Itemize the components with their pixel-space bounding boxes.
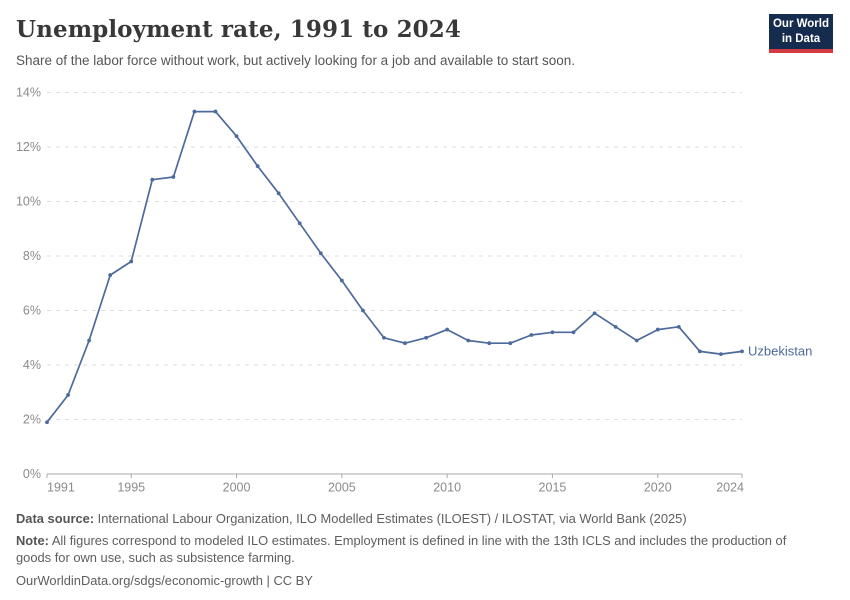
data-point[interactable] <box>361 308 365 313</box>
data-point[interactable] <box>508 341 513 346</box>
data-point[interactable] <box>529 333 534 337</box>
data-point[interactable] <box>487 341 492 346</box>
data-point[interactable] <box>676 324 681 329</box>
y-tick-label: 8% <box>23 249 41 263</box>
data-point[interactable] <box>634 338 639 343</box>
data-point[interactable] <box>276 191 281 196</box>
chart-footer: Data source: International Labour Organi… <box>16 511 822 590</box>
data-point[interactable] <box>192 109 197 114</box>
data-source-label: Data source: <box>16 511 95 526</box>
data-point[interactable] <box>466 338 471 343</box>
data-point[interactable] <box>613 324 618 329</box>
line-chart[interactable]: 0% 2% 4% 6% 8% 10% 12% 14% 1991 1995 2000 2005 2010 2… <box>0 80 850 505</box>
x-tick-label: 2010 <box>433 481 461 495</box>
x-tick-label: 1991 <box>47 481 75 495</box>
data-point[interactable] <box>382 335 386 340</box>
series-label-uzbekistan[interactable]: Uzbekistan <box>748 344 812 359</box>
data-point[interactable] <box>45 420 49 425</box>
data-point[interactable] <box>550 330 555 335</box>
data-point[interactable] <box>655 327 660 332</box>
data-point[interactable] <box>66 393 70 397</box>
y-tick-label: 0% <box>23 467 41 481</box>
y-tick-label: 2% <box>23 413 41 427</box>
owid-logo-line2: in Data <box>781 32 821 45</box>
data-point[interactable] <box>424 335 428 340</box>
data-point[interactable] <box>445 327 450 332</box>
data-point[interactable] <box>740 349 744 354</box>
data-point[interactable] <box>318 251 323 256</box>
data-source-line: Data source: International Labour Organi… <box>16 511 822 528</box>
data-point[interactable] <box>129 259 134 264</box>
x-tick-label: 2005 <box>328 481 356 495</box>
data-point[interactable] <box>150 177 155 182</box>
y-tick-label: 4% <box>23 358 41 372</box>
series-line-uzbekistan[interactable] <box>46 110 743 424</box>
data-point[interactable] <box>108 273 113 277</box>
chart-canvas[interactable]: 0% 2% 4% 6% 8% 10% 12% 14% 1991 1995 2000 2005 2010 2… <box>0 80 850 505</box>
x-tick-label: 2020 <box>644 481 672 495</box>
data-point[interactable] <box>87 338 92 343</box>
citation-license: CC BY <box>273 573 313 589</box>
data-point[interactable] <box>403 341 407 346</box>
owid-logo-line1: Our World <box>772 18 829 31</box>
data-point[interactable] <box>592 311 597 316</box>
note-label: Note: <box>16 532 49 548</box>
data-source-text: International Labour Organization, ILO M… <box>94 511 687 526</box>
note-text: All figures correspond to modeled ILO es… <box>16 532 787 565</box>
note-line: Note: All figures correspond to modeled … <box>16 533 822 567</box>
y-tick-label: 10% <box>16 195 41 209</box>
citation-separator: | <box>262 573 274 589</box>
x-tick-label: 2024 <box>716 481 744 495</box>
data-point[interactable] <box>297 221 302 226</box>
data-point[interactable] <box>697 349 702 354</box>
citation-line: OurWorldinData.org/sdgs/economic-growth … <box>16 573 822 590</box>
x-tick-label: 1995 <box>117 481 145 495</box>
y-tick-label: 6% <box>23 304 41 318</box>
x-tick-label: 2015 <box>539 481 567 495</box>
data-point[interactable] <box>339 278 344 283</box>
page-title: Unemployment rate, 1991 to 2024 <box>16 16 461 43</box>
citation-url-link[interactable]: OurWorldinData.org/sdgs/economic-growth <box>16 573 263 589</box>
owid-logo[interactable]: Our World in Data <box>769 14 833 53</box>
x-tick-label: 2000 <box>223 481 251 495</box>
chart-subtitle: Share of the labor force without work, b… <box>16 53 576 68</box>
data-point[interactable] <box>171 175 176 179</box>
data-point[interactable] <box>234 134 239 138</box>
data-point[interactable] <box>571 330 576 335</box>
y-tick-label: 12% <box>16 140 41 154</box>
data-point[interactable] <box>719 352 723 356</box>
y-tick-label: 14% <box>16 86 41 100</box>
data-point[interactable] <box>255 164 260 168</box>
data-point[interactable] <box>213 109 218 114</box>
